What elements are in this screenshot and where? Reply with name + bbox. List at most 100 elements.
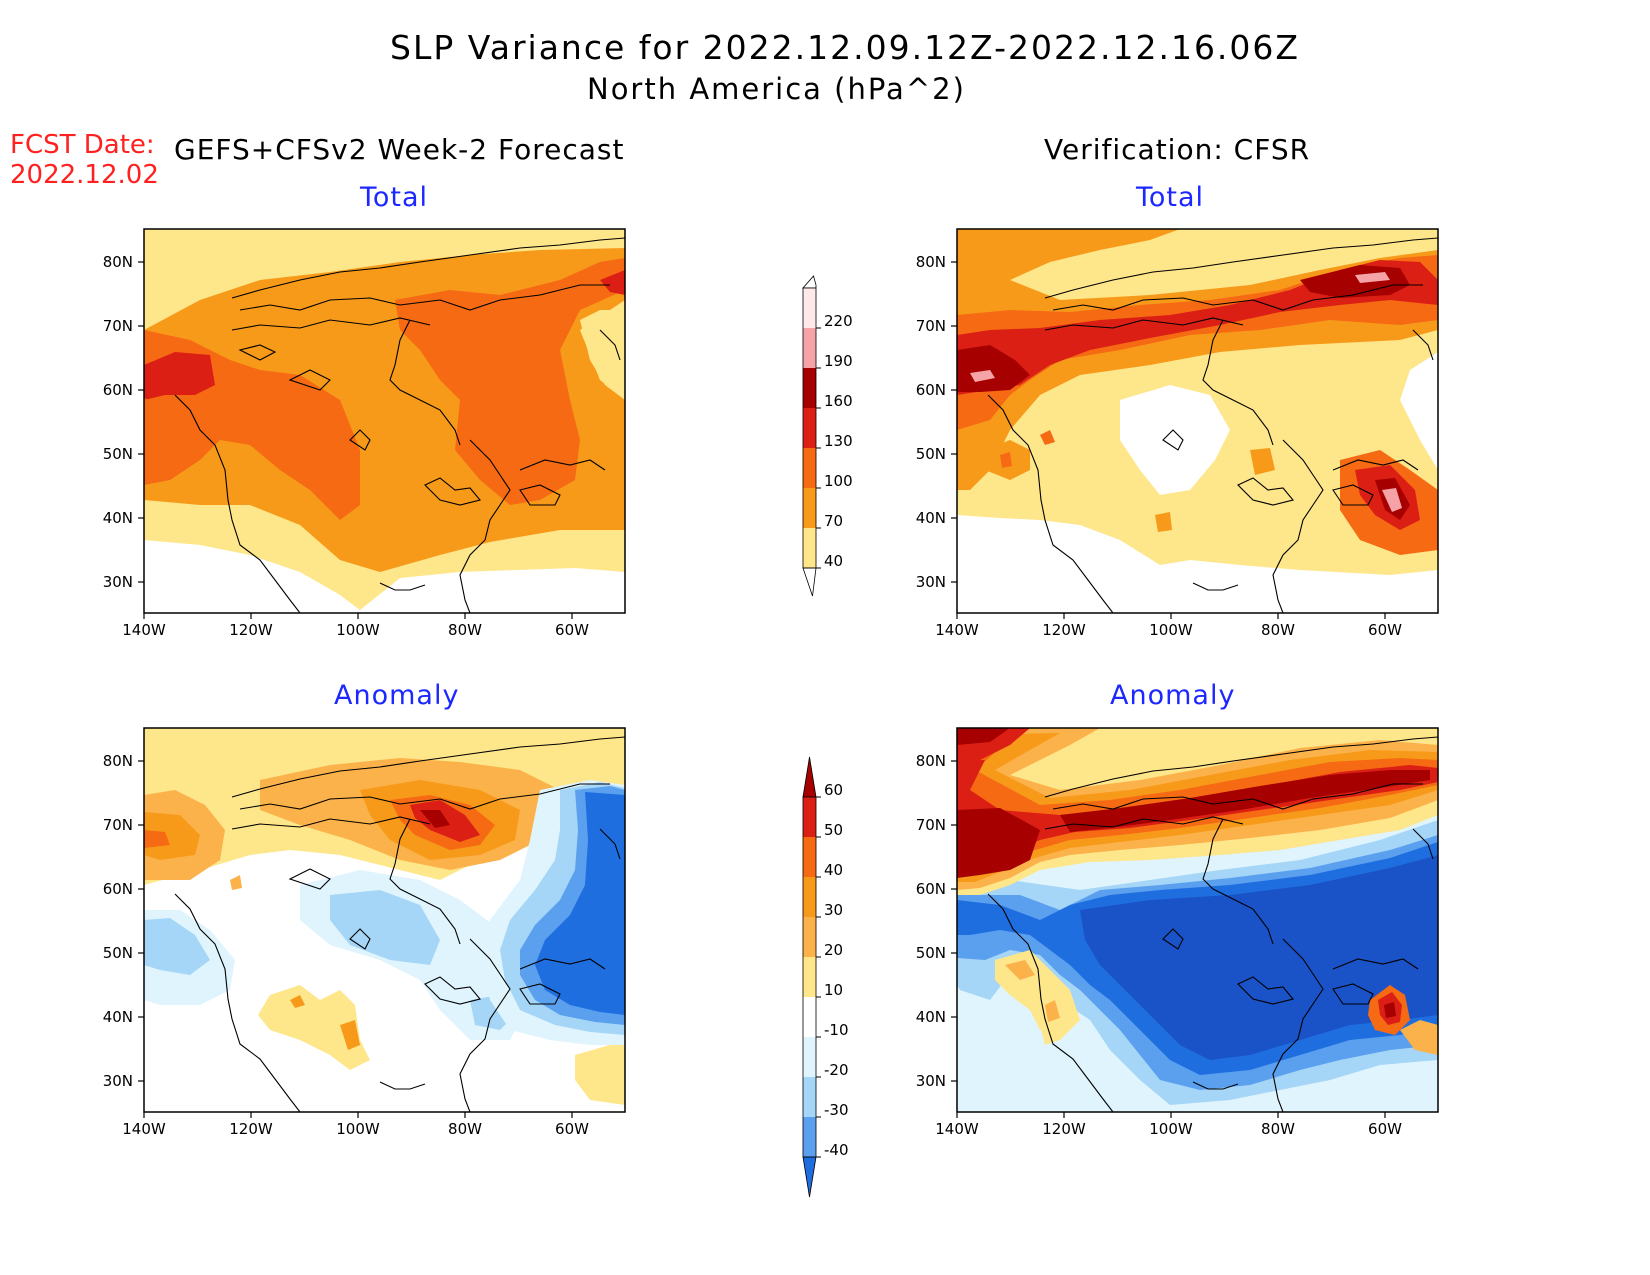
colorbar-swatch: [803, 288, 816, 328]
colorbar-swatch: [803, 488, 816, 528]
verification-anomaly-map: [957, 728, 1438, 1112]
colorbar-swatch: [803, 1077, 816, 1117]
lat-tick-label: 50N: [103, 445, 133, 463]
lon-tick-label: 60W: [555, 1120, 589, 1138]
lat-tick-label: 80N: [103, 752, 133, 770]
colorbar-label: 40: [824, 861, 843, 879]
forecast-date-value: 2022.12.02: [10, 160, 159, 190]
colorbar-label: -30: [824, 1101, 849, 1119]
lat-tick-label: 30N: [916, 1072, 946, 1090]
colorbar-label: 40: [824, 552, 843, 570]
lat-tick-label: 80N: [103, 253, 133, 271]
forecast-total-frame: [143, 228, 626, 614]
lat-tick-label: 60N: [103, 880, 133, 898]
colorbar-swatch: [803, 877, 816, 917]
lon-tick-label: 120W: [1042, 621, 1086, 639]
colorbar-swatch: [803, 997, 816, 1037]
lat-tick-label: 70N: [916, 816, 946, 834]
lat-tick-label: 70N: [916, 317, 946, 335]
colorbar-swatch: [803, 957, 816, 997]
verification-total-frame: [956, 228, 1439, 614]
colorbar-label: 10: [824, 981, 843, 999]
forecast-total-panel-title: Total: [360, 182, 429, 213]
forecast-anomaly-frame: [143, 727, 626, 1113]
lat-tick-label: 70N: [103, 317, 133, 335]
lon-tick-label: 80W: [448, 1120, 482, 1138]
colorbar-label: 190: [824, 352, 853, 370]
colorbar-label: 70: [824, 512, 843, 530]
colorbar-bottom-arrow: [802, 1156, 817, 1198]
colorbar-swatch: [803, 837, 816, 877]
lat-tick-label: 60N: [916, 381, 946, 399]
colorbar-swatch: [803, 797, 816, 837]
lon-tick-label: 100W: [1149, 1120, 1193, 1138]
forecast-anomaly-map: [144, 728, 625, 1112]
lat-tick-label: 30N: [103, 1072, 133, 1090]
lat-tick-label: 30N: [916, 573, 946, 591]
lon-tick-label: 100W: [336, 1120, 380, 1138]
colorbar-label: -10: [824, 1021, 849, 1039]
colorbar-swatch: [803, 328, 816, 368]
lon-tick-label: 60W: [1368, 621, 1402, 639]
lon-tick-label: 60W: [555, 621, 589, 639]
lat-tick-label: 70N: [103, 816, 133, 834]
lat-tick-label: 60N: [103, 381, 133, 399]
lon-tick-label: 140W: [935, 1120, 979, 1138]
lon-tick-label: 120W: [229, 1120, 273, 1138]
lon-tick-label: 80W: [448, 621, 482, 639]
colorbar-swatch: [803, 528, 816, 568]
verification-column-header: Verification: CFSR: [1044, 133, 1311, 166]
colorbar-label: 20: [824, 941, 843, 959]
chart-subtitle: North America (hPa^2): [587, 72, 966, 106]
lon-tick-label: 140W: [122, 621, 166, 639]
anomaly-colorbar: 60 50 40 30 20 10 -10 -20 -30 -40: [802, 756, 849, 1198]
lat-tick-label: 40N: [916, 1008, 946, 1026]
lon-tick-label: 80W: [1261, 1120, 1295, 1138]
colorbar-swatch: [803, 1117, 816, 1157]
lon-tick-label: 60W: [1368, 1120, 1402, 1138]
colorbar-swatch: [803, 448, 816, 488]
forecast-total-map: [144, 229, 625, 613]
lat-tick-label: 50N: [916, 445, 946, 463]
lat-tick-label: 50N: [916, 944, 946, 962]
map-axes: 80N 70N 60N 50N 40N 30N 140W 120W 100W 80W 60W 80N 7…: [103, 253, 1402, 1138]
colorbar-label: 100: [824, 472, 853, 490]
colorbar-top-arrow: [802, 756, 817, 798]
colorbar-label: 130: [824, 432, 853, 450]
colorbar-label: 60: [824, 781, 843, 799]
lat-tick-label: 50N: [103, 944, 133, 962]
colorbar-top-arrow: [802, 275, 817, 289]
lat-tick-label: 60N: [916, 880, 946, 898]
colorbar-swatch: [803, 917, 816, 957]
verification-total-panel-title: Total: [1136, 182, 1205, 213]
colorbar-label: 30: [824, 901, 843, 919]
colorbar-label: 220: [824, 312, 853, 330]
colorbar-swatch: [803, 368, 816, 408]
lon-tick-label: 140W: [935, 621, 979, 639]
total-colorbar: 220 190 160 130 100 70 40: [802, 275, 853, 597]
lon-tick-label: 100W: [1149, 621, 1193, 639]
lon-tick-label: 120W: [1042, 1120, 1086, 1138]
colorbar-label: -20: [824, 1061, 849, 1079]
lon-tick-label: 80W: [1261, 621, 1295, 639]
colorbar-bottom-arrow: [802, 567, 817, 597]
forecast-anomaly-panel-title: Anomaly: [334, 680, 460, 711]
lon-tick-label: 120W: [229, 621, 273, 639]
lon-tick-label: 140W: [122, 1120, 166, 1138]
chart-title: SLP Variance for 2022.12.09.12Z-2022.12.…: [390, 28, 1301, 67]
lat-tick-label: 40N: [916, 509, 946, 527]
lat-tick-label: 30N: [103, 573, 133, 591]
colorbar-swatch: [803, 408, 816, 448]
lat-tick-label: 40N: [103, 509, 133, 527]
colorbar-label: 50: [824, 821, 843, 839]
verification-total-map: [957, 229, 1438, 613]
colorbar-swatch: [803, 1037, 816, 1077]
verification-anomaly-panel-title: Anomaly: [1110, 680, 1236, 711]
verification-anomaly-frame: [956, 727, 1439, 1113]
lat-tick-label: 80N: [916, 253, 946, 271]
forecast-column-header: GEFS+CFSv2 Week-2 Forecast: [174, 133, 625, 166]
lat-tick-label: 40N: [103, 1008, 133, 1026]
colorbar-label: 160: [824, 392, 853, 410]
forecast-date-label: FCST Date:: [10, 130, 155, 160]
lon-tick-label: 100W: [336, 621, 380, 639]
